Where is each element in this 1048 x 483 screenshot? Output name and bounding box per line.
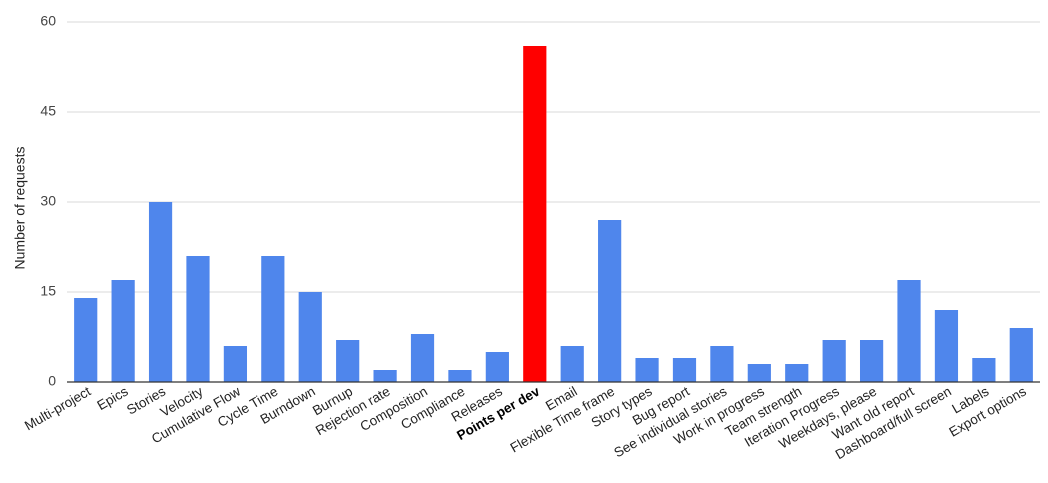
bar (598, 220, 622, 382)
bar (710, 346, 734, 382)
y-tick-label: 15 (40, 283, 56, 299)
bar (373, 370, 397, 382)
bar (560, 346, 584, 382)
bar (747, 364, 771, 382)
gridlines (67, 21, 1040, 293)
x-tick-label: Multi-project (22, 383, 93, 433)
bar (448, 370, 472, 382)
bar (934, 310, 959, 382)
bar (223, 346, 248, 382)
y-axis-label: Number of requests (12, 147, 28, 270)
bar-highlighted (523, 46, 547, 382)
y-tick-label: 0 (48, 373, 56, 389)
bar (336, 340, 360, 382)
bar (785, 364, 809, 382)
y-tick-label: 60 (40, 13, 56, 29)
bars (74, 46, 1033, 382)
bar (672, 358, 697, 382)
y-tick-label: 45 (40, 103, 56, 119)
bar (1009, 328, 1033, 382)
bar (261, 256, 285, 382)
axes: 0 15 30 45 60 (40, 13, 1040, 389)
bar (822, 340, 846, 382)
bar (410, 334, 435, 382)
bar (859, 340, 884, 382)
bar (485, 352, 509, 382)
bar (186, 256, 210, 382)
bar (972, 358, 996, 382)
category-labels: Multi-project EpicsStoriesVelocityCumulat… (22, 383, 1029, 462)
bar (148, 202, 173, 382)
bar (897, 280, 921, 382)
bar (111, 280, 135, 382)
y-tick-label: 30 (40, 193, 56, 209)
bar (298, 292, 322, 382)
bar (74, 298, 98, 382)
bar (635, 358, 659, 382)
